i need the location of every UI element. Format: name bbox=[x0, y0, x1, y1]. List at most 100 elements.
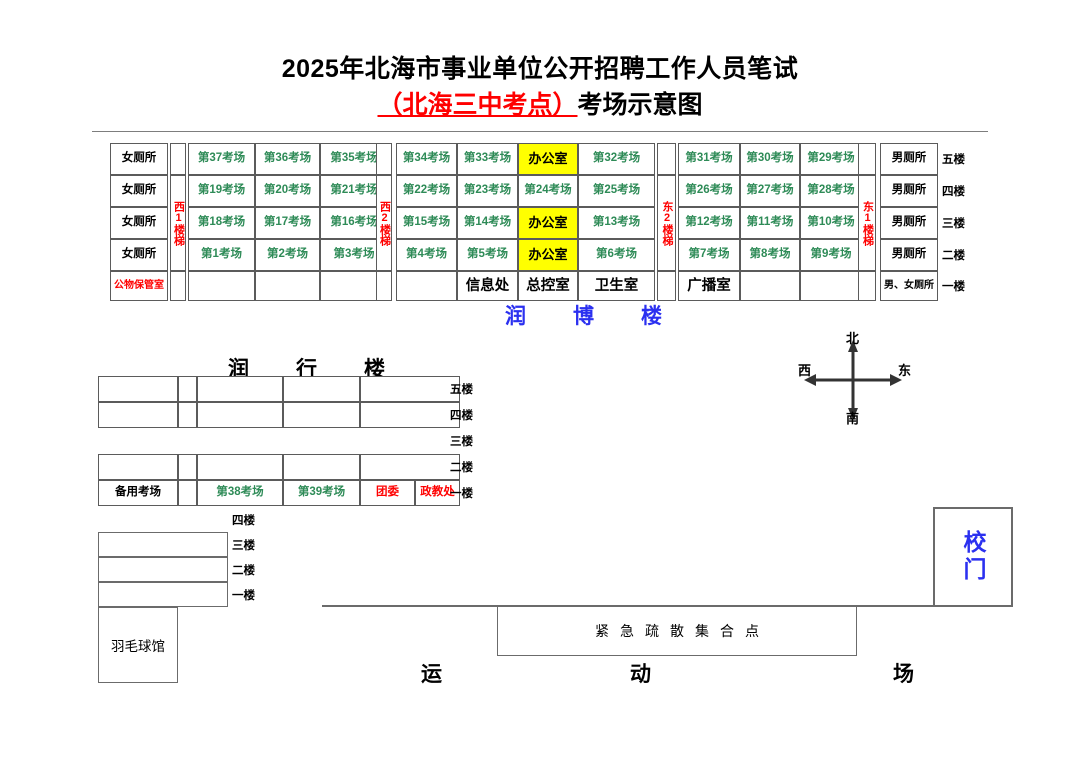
runxing-floor-label: 二楼 bbox=[450, 462, 473, 474]
gate-top-line bbox=[935, 507, 1013, 509]
lower-block-floor-label: 三楼 bbox=[232, 539, 255, 552]
gate-right-line bbox=[1011, 507, 1013, 606]
runbo-exam-room: 第11考场 bbox=[740, 207, 800, 239]
title-venue: （北海三中考点） bbox=[377, 91, 578, 119]
runbo-exam-room: 第31考场 bbox=[678, 143, 740, 175]
runbo-exam-room: 第14考场 bbox=[457, 207, 518, 239]
runbo-exam-room: 第36考场 bbox=[255, 143, 320, 175]
runbo-exam-room: 第19考场 bbox=[188, 175, 255, 207]
runxing-room bbox=[283, 376, 360, 402]
runbo-office-room: 办公室 bbox=[518, 239, 578, 271]
runbo-female-toilet: 女厕所 bbox=[110, 175, 168, 207]
runbo-floor-label: 三楼 bbox=[942, 218, 965, 230]
runbo-exam-room: 第29考场 bbox=[800, 143, 862, 175]
runbo-office-room: 办公室 bbox=[518, 207, 578, 239]
runbo-exam-room: 第26考场 bbox=[678, 175, 740, 207]
stair-west-2-bottom bbox=[376, 271, 392, 301]
stair-west-2-label: 西2楼梯 bbox=[378, 200, 391, 246]
runxing-spare-exam-room: 备用考场 bbox=[98, 480, 178, 506]
runbo-storage-room: 公物保管室 bbox=[110, 271, 168, 301]
runxing-exam-room-38: 第38考场 bbox=[197, 480, 283, 506]
runxing-room bbox=[360, 454, 460, 480]
stair-east-2-label: 东2楼梯 bbox=[661, 200, 673, 246]
runbo-male-toilet: 男厕所 bbox=[880, 239, 938, 271]
runbo-clinic: 卫生室 bbox=[578, 271, 655, 301]
stair-east-1-label: 东1楼梯 bbox=[861, 200, 874, 246]
runbo-floor-label: 五楼 bbox=[942, 154, 965, 166]
lower-block-floor-2 bbox=[98, 557, 228, 582]
runxing-youth-league-office: 团委 bbox=[360, 480, 415, 506]
runbo-exam-room: 第30考场 bbox=[740, 143, 800, 175]
title-divider bbox=[92, 131, 988, 132]
runbo-exam-room: 第1考场 bbox=[188, 239, 255, 271]
runbo-exam-room: 第6考场 bbox=[578, 239, 655, 271]
lower-block-floor-label: 四楼 bbox=[232, 515, 255, 527]
stair-east-1-bottom bbox=[858, 271, 876, 301]
runbo-exam-room: 第10考场 bbox=[800, 207, 862, 239]
runxing-room bbox=[98, 402, 178, 428]
runxing-floor-label: 四楼 bbox=[450, 410, 473, 422]
field-word-1: 运 bbox=[421, 663, 442, 686]
runxing-room bbox=[98, 454, 178, 480]
runbo-ground-blank-2 bbox=[255, 271, 320, 301]
runbo-exam-room: 第33考场 bbox=[457, 143, 518, 175]
stair-west-2-top bbox=[376, 143, 392, 175]
runxing-room bbox=[197, 402, 283, 428]
runbo-info-desk: 信息处 bbox=[457, 271, 518, 301]
compass-south-label: 南 bbox=[846, 411, 860, 426]
field-word-3: 场 bbox=[893, 663, 914, 686]
runbo-male-toilet: 男厕所 bbox=[880, 175, 938, 207]
runxing-room bbox=[360, 402, 460, 428]
runbo-floor-label-ground: 一楼 bbox=[942, 281, 965, 293]
stair-east-2-bottom bbox=[657, 271, 676, 301]
runbo-office-room: 办公室 bbox=[518, 143, 578, 175]
badminton-hall: 羽毛球馆 bbox=[98, 607, 178, 683]
runxing-room bbox=[283, 402, 360, 428]
runbo-exam-room: 第37考场 bbox=[188, 143, 255, 175]
runbo-exam-room: 第28考场 bbox=[800, 175, 862, 207]
lower-block-floor-3 bbox=[98, 532, 228, 557]
runbo-male-toilet: 男厕所 bbox=[880, 207, 938, 239]
runxing-stair bbox=[178, 376, 197, 402]
runbo-ground-blank-6 bbox=[800, 271, 862, 301]
runbo-exam-room: 第13考场 bbox=[578, 207, 655, 239]
title-line-2: （北海三中考点）考场示意图 bbox=[0, 88, 1080, 122]
runxing-room bbox=[197, 454, 283, 480]
runxing-floor-label: 三楼 bbox=[450, 436, 473, 448]
runbo-floor-label: 四楼 bbox=[942, 186, 965, 198]
runxing-floor-label: 一楼 bbox=[450, 488, 473, 500]
runxing-floor-label: 五楼 bbox=[450, 384, 473, 396]
runbo-exam-room: 第25考场 bbox=[578, 175, 655, 207]
runbo-male-toilet: 男厕所 bbox=[880, 143, 938, 175]
runbo-female-toilet: 女厕所 bbox=[110, 143, 168, 175]
runxing-building-label: 润 行 楼 bbox=[228, 358, 398, 381]
runbo-exam-room: 第8考场 bbox=[740, 239, 800, 271]
runbo-exam-room: 第20考场 bbox=[255, 175, 320, 207]
runbo-exam-room: 第4考场 bbox=[396, 239, 457, 271]
title-suffix: 考场示意图 bbox=[577, 91, 703, 119]
lower-block-floor-label: 一楼 bbox=[232, 589, 255, 602]
emergency-assembly-label: 紧急疏散集合点 bbox=[595, 623, 770, 639]
runbo-female-toilet: 女厕所 bbox=[110, 207, 168, 239]
runbo-exam-room: 第2考场 bbox=[255, 239, 320, 271]
runbo-floor-label: 二楼 bbox=[942, 250, 965, 262]
runbo-ground-blank-5 bbox=[740, 271, 800, 301]
compass-rose: 北 南 东 西 bbox=[788, 331, 918, 428]
runxing-room bbox=[197, 376, 283, 402]
stair-west-1-top bbox=[170, 143, 186, 175]
lower-block-floor-1 bbox=[98, 582, 228, 607]
runbo-exam-room: 第12考场 bbox=[678, 207, 740, 239]
stair-east-1-top bbox=[858, 143, 876, 175]
runbo-exam-room: 第18考场 bbox=[188, 207, 255, 239]
runbo-exam-room: 第24考场 bbox=[518, 175, 578, 207]
runbo-exam-room: 第15考场 bbox=[396, 207, 457, 239]
runxing-stair bbox=[178, 480, 197, 506]
runxing-stair bbox=[178, 454, 197, 480]
lower-block-floor-label: 二楼 bbox=[232, 564, 255, 577]
compass-east-label: 东 bbox=[898, 363, 912, 378]
title-line-1: 2025年北海市事业单位公开招聘工作人员笔试 bbox=[281, 55, 799, 83]
gate-left-line bbox=[933, 507, 935, 606]
stair-east-2-top bbox=[657, 143, 676, 175]
runbo-exam-room: 第23考场 bbox=[457, 175, 518, 207]
gate-label-box: 校门 bbox=[936, 512, 1010, 602]
